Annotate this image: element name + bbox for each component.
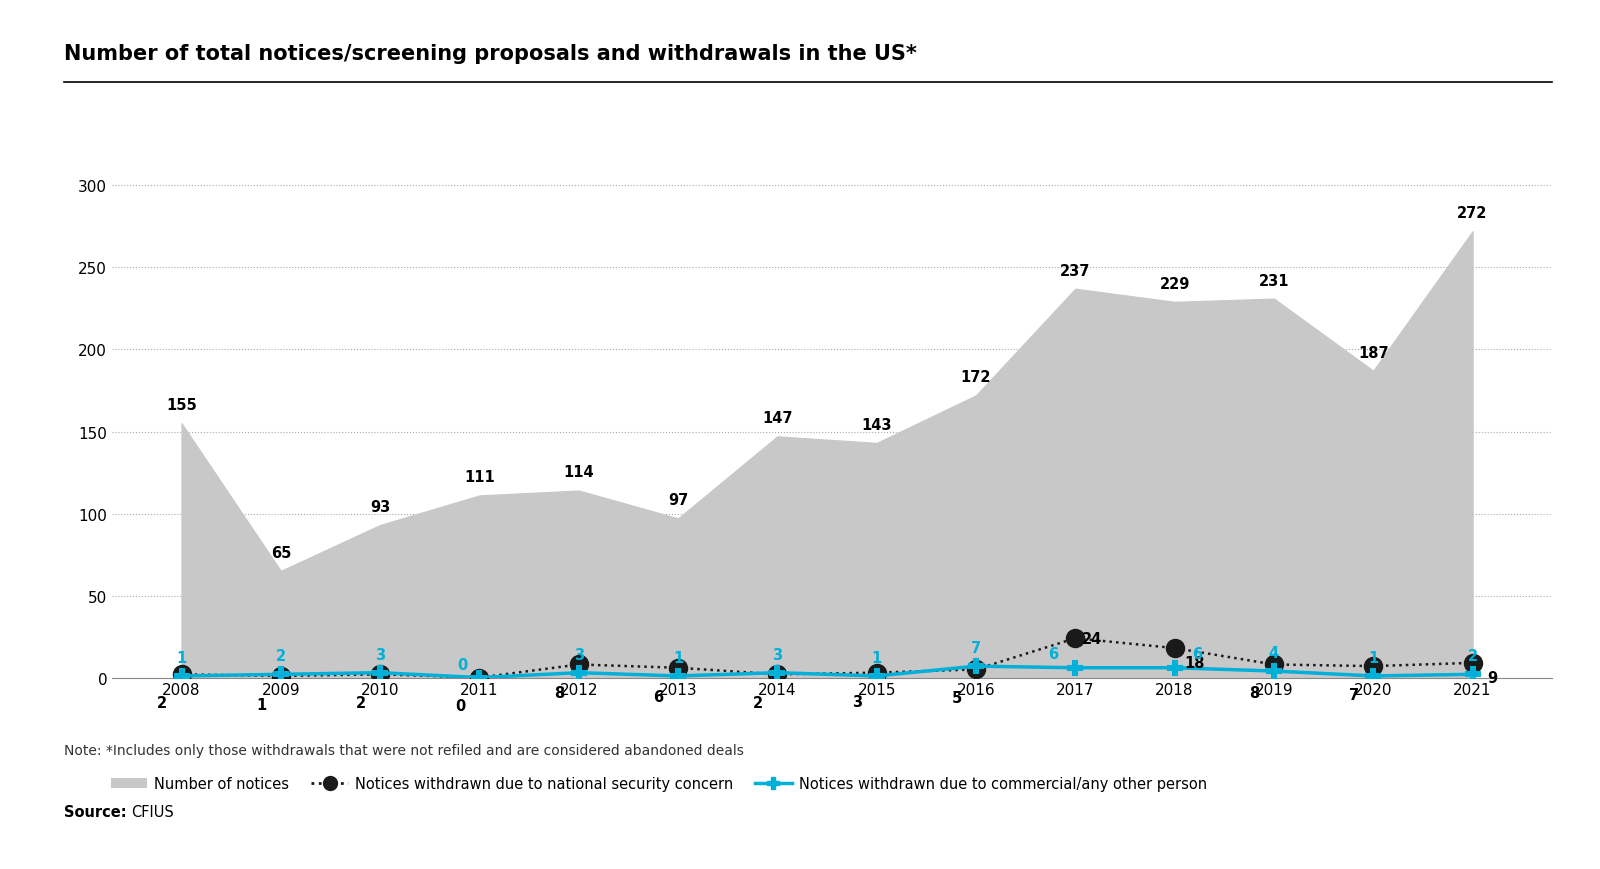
Text: 2: 2	[157, 695, 166, 710]
Legend: Number of notices, Notices withdrawn due to national security concern, Notices w: Number of notices, Notices withdrawn due…	[106, 770, 1213, 797]
Text: 18: 18	[1184, 655, 1205, 670]
Text: 147: 147	[762, 411, 792, 426]
Text: 8: 8	[554, 686, 565, 700]
Text: 7: 7	[1349, 687, 1358, 702]
Text: 1: 1	[872, 650, 882, 665]
Text: 2: 2	[754, 695, 763, 710]
Text: 111: 111	[464, 470, 494, 485]
Text: 2: 2	[355, 695, 366, 710]
Text: 172: 172	[960, 370, 992, 385]
Text: 187: 187	[1358, 345, 1389, 361]
Text: 3: 3	[773, 647, 782, 662]
Text: Source:: Source:	[64, 804, 131, 819]
Text: 231: 231	[1259, 273, 1290, 289]
Text: 2: 2	[1467, 648, 1478, 663]
Text: 5: 5	[952, 691, 962, 706]
Text: 1: 1	[674, 650, 683, 665]
Text: 9: 9	[1486, 670, 1498, 685]
Text: 3: 3	[574, 647, 584, 662]
Text: 6: 6	[1048, 646, 1058, 661]
Text: Note: *Includes only those withdrawals that were not refiled and are considered : Note: *Includes only those withdrawals t…	[64, 743, 744, 757]
Text: 229: 229	[1160, 276, 1190, 291]
Text: 97: 97	[667, 493, 688, 507]
Text: 3: 3	[853, 693, 862, 709]
Text: 7: 7	[971, 640, 981, 655]
Text: 143: 143	[861, 417, 891, 433]
Text: 0: 0	[454, 699, 466, 713]
Text: 1: 1	[256, 697, 267, 712]
Text: 6: 6	[653, 689, 664, 704]
Text: 93: 93	[370, 500, 390, 514]
Text: 24: 24	[1082, 632, 1102, 647]
Text: 237: 237	[1061, 263, 1091, 278]
Text: Number of total notices/screening proposals and withdrawals in the US*: Number of total notices/screening propos…	[64, 43, 917, 63]
Text: 4: 4	[1269, 645, 1278, 660]
Text: CFIUS: CFIUS	[131, 804, 174, 819]
Text: 155: 155	[166, 398, 197, 413]
Text: 2: 2	[275, 648, 286, 663]
Text: 65: 65	[270, 545, 291, 561]
Text: 1: 1	[1368, 650, 1378, 665]
Text: 0: 0	[458, 657, 467, 673]
Text: 1: 1	[176, 650, 187, 665]
Text: 8: 8	[1250, 686, 1259, 700]
Text: 6: 6	[1192, 646, 1202, 661]
Text: 272: 272	[1458, 206, 1488, 221]
Text: 114: 114	[563, 465, 594, 480]
Text: 3: 3	[374, 647, 386, 662]
